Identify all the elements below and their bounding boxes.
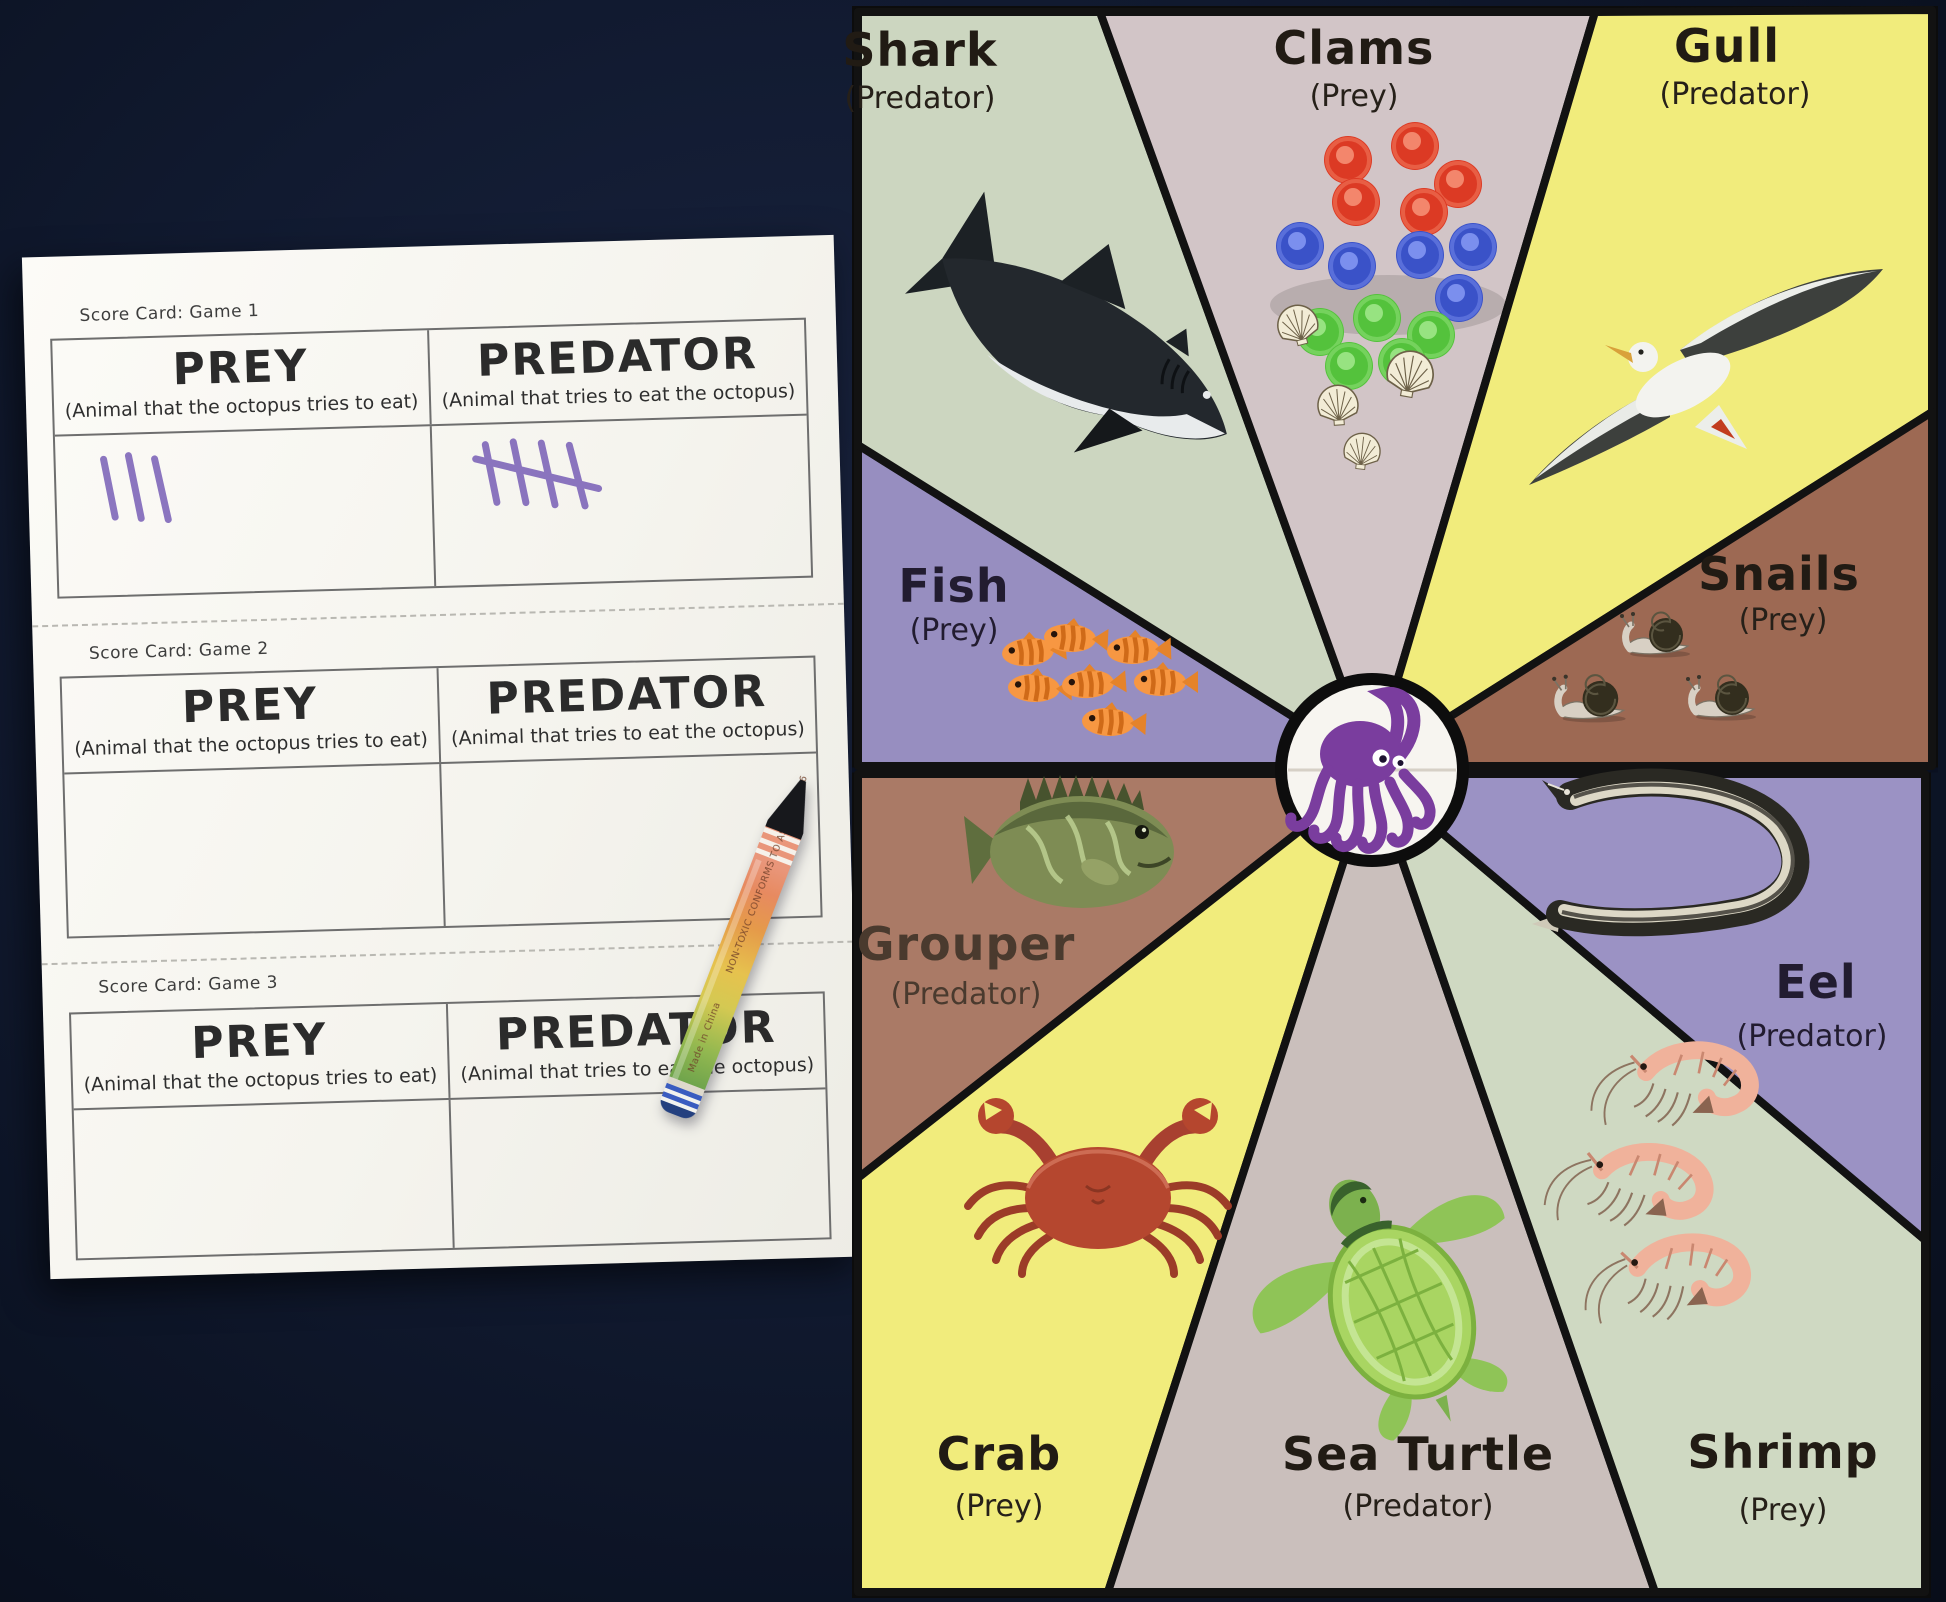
wedge-fish-label: Fish [898,559,1009,613]
wedge-shark-label: Shark [842,23,998,77]
shark-illustration [905,191,1227,453]
wedge-sea-turtle-label: Sea Turtle [1282,1427,1554,1481]
octopus-hub [1275,673,1469,867]
wedge-gull-role: (Predator) [1660,77,1811,112]
wedge-sea-turtle-role: (Predator) [1343,1489,1494,1524]
wedge-eel-label: Eel [1775,955,1856,1009]
wedge-fish-role: (Prey) [910,613,999,648]
eel-illustration [1532,768,1810,937]
wedge-clams-label: Clams [1274,21,1435,75]
wedge-snails-role: (Prey) [1739,603,1828,638]
wedge-shrimp-label: Shrimp [1687,1425,1878,1479]
wedge-shark-role: (Predator) [845,81,996,116]
gull-illustration [1529,269,1883,485]
wedge-clams-role: (Prey) [1310,79,1399,114]
wedge-grouper-role: (Predator) [891,977,1042,1012]
sea-turtle-illustration [1252,1179,1508,1441]
clam-counters [1270,120,1506,472]
crab-illustration [964,1098,1232,1278]
octopus-icon [1285,686,1436,854]
wedge-eel-role: (Predator) [1737,1019,1888,1054]
wedge-labels: Shark (Predator) Clams (Prey) Gull (Pred… [842,19,1887,1528]
wedge-shrimp-role: (Prey) [1739,1493,1828,1528]
wedge-crab-label: Crab [937,1427,1061,1481]
wedge-snails-label: Snails [1698,547,1860,601]
wedge-gull-label: Gull [1674,19,1780,73]
grouper-illustration [964,775,1174,908]
wedge-grouper-label: Grouper [857,917,1076,971]
wedge-crab-role: (Prey) [955,1489,1044,1524]
wedge-snails [1368,408,1936,770]
